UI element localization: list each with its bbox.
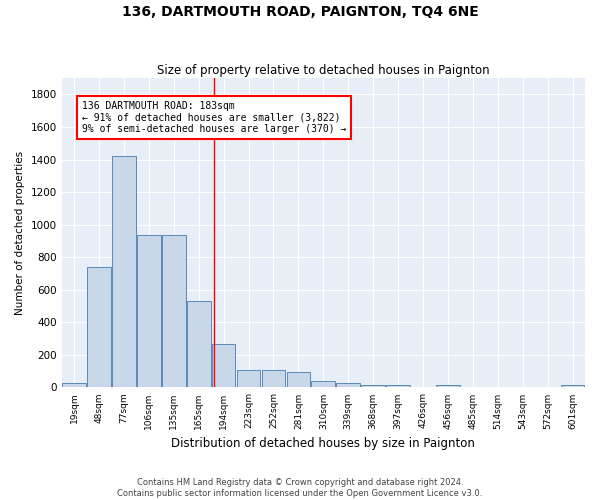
X-axis label: Distribution of detached houses by size in Paignton: Distribution of detached houses by size … bbox=[172, 437, 475, 450]
Title: Size of property relative to detached houses in Paignton: Size of property relative to detached ho… bbox=[157, 64, 490, 77]
Bar bbox=[511, 386, 535, 388]
Bar bbox=[137, 235, 161, 388]
Bar bbox=[536, 386, 559, 388]
Bar bbox=[386, 384, 410, 388]
Bar bbox=[461, 386, 485, 388]
Text: 136, DARTMOUTH ROAD, PAIGNTON, TQ4 6NE: 136, DARTMOUTH ROAD, PAIGNTON, TQ4 6NE bbox=[122, 5, 478, 19]
Bar bbox=[212, 344, 235, 388]
Bar bbox=[561, 384, 584, 388]
Bar bbox=[361, 384, 385, 388]
Bar bbox=[87, 266, 111, 388]
Y-axis label: Number of detached properties: Number of detached properties bbox=[15, 150, 25, 315]
Bar bbox=[311, 380, 335, 388]
Bar bbox=[187, 301, 211, 388]
Bar bbox=[62, 384, 86, 388]
Bar bbox=[337, 384, 360, 388]
Bar bbox=[287, 372, 310, 388]
Bar bbox=[262, 370, 286, 388]
Bar bbox=[112, 156, 136, 388]
Text: 136 DARTMOUTH ROAD: 183sqm
← 91% of detached houses are smaller (3,822)
9% of se: 136 DARTMOUTH ROAD: 183sqm ← 91% of deta… bbox=[82, 101, 346, 134]
Bar bbox=[486, 386, 509, 388]
Text: Contains HM Land Registry data © Crown copyright and database right 2024.
Contai: Contains HM Land Registry data © Crown c… bbox=[118, 478, 482, 498]
Bar bbox=[411, 386, 435, 388]
Bar bbox=[237, 370, 260, 388]
Bar bbox=[436, 384, 460, 388]
Bar bbox=[162, 235, 185, 388]
